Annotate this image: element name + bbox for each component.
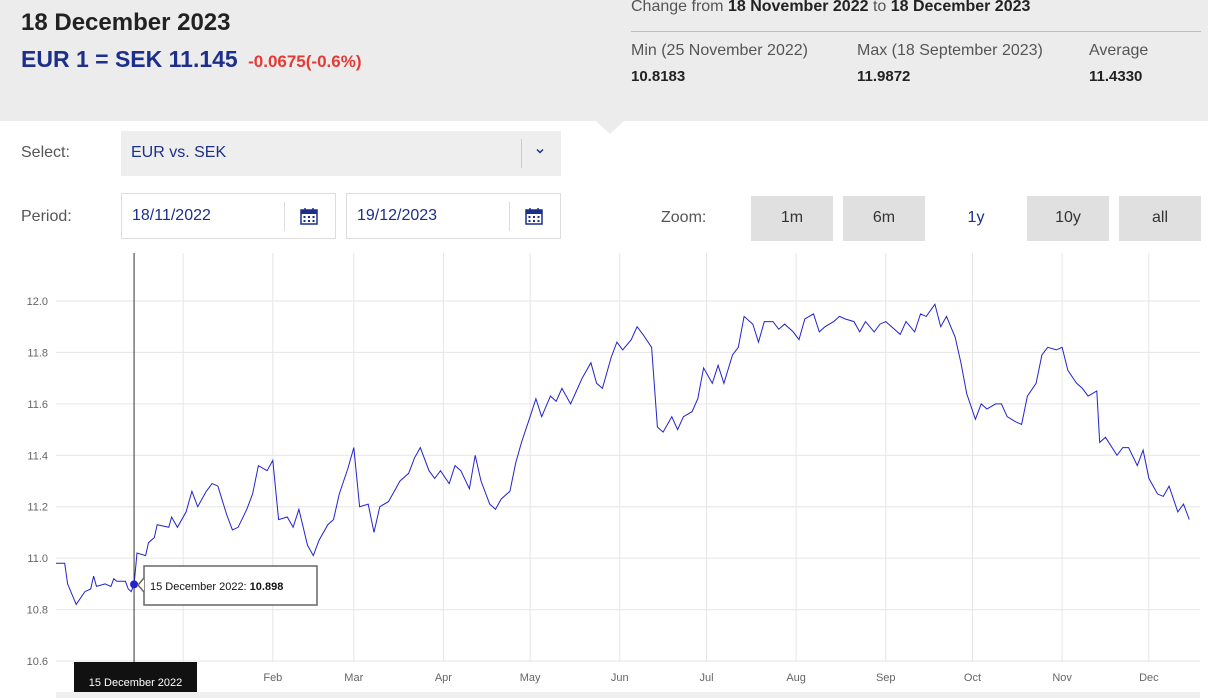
y-tick-label: 10.8 [27, 605, 48, 617]
period-to-value: 19/12/2023 [357, 207, 438, 224]
range-to-word: to [872, 0, 887, 15]
header-divider [631, 31, 1201, 32]
date-divider [509, 202, 510, 231]
rate-text: EUR 1 = SEK 11.145 [21, 46, 238, 72]
period-from-field[interactable]: 18/11/2022 [121, 193, 336, 239]
x-tick-label: Aug [786, 672, 806, 684]
tooltip-pointer [137, 577, 145, 593]
summary-header: 18 December 2023 EUR 1 = SEK 11.145 -0.0… [0, 0, 1208, 121]
zoom-1y-button[interactable]: 1y [967, 209, 985, 226]
x-tick-label: Jul [699, 672, 713, 684]
average-stat: Average 11.4330 [1089, 42, 1148, 85]
zoom-all-button[interactable]: all [1119, 196, 1201, 241]
min-label: Min (25 November 2022) [631, 42, 808, 59]
zoom-1m-button[interactable]: 1m [751, 196, 833, 241]
x-tick-label: Apr [435, 672, 452, 684]
calendar-icon[interactable] [300, 207, 318, 230]
series-line [56, 303, 1190, 606]
chart-scrollbar[interactable] [56, 692, 1200, 698]
crosshair-point [130, 580, 139, 589]
pair-select[interactable]: EUR vs. SEK [121, 131, 561, 176]
x-tick-label: Mar [344, 672, 363, 684]
chevron-down-icon[interactable] [534, 144, 546, 160]
zoom-label: Zoom: [661, 209, 707, 226]
change-range: Change from 18 November 2022 to 18 Decem… [631, 0, 1030, 16]
y-tick-label: 11.2 [27, 502, 48, 514]
min-value: 10.8183 [631, 68, 686, 85]
x-tick-label: Sep [876, 672, 896, 684]
range-from: 18 November 2022 [727, 0, 869, 15]
average-label: Average [1089, 42, 1149, 59]
y-tick-label: 11.6 [27, 399, 48, 411]
y-tick-label: 11.8 [27, 347, 48, 359]
period-label: Period: [21, 208, 72, 225]
y-tick-label: 10.6 [27, 656, 48, 668]
max-stat: Max (18 September 2023) 11.9872 [857, 42, 1043, 85]
x-tick-label: Nov [1052, 672, 1072, 684]
calendar-icon[interactable] [525, 207, 543, 230]
y-tick-label: 11.0 [27, 553, 48, 565]
crosshair-date-label: 15 December 2022 [89, 677, 183, 689]
y-tick-label: 11.4 [27, 450, 48, 462]
range-to: 18 December 2023 [890, 0, 1031, 15]
zoom-10y-button[interactable]: 10y [1027, 196, 1109, 241]
max-value: 11.9872 [857, 68, 911, 85]
rate-change: -0.0675(-0.6%) [248, 52, 362, 71]
average-value: 11.4330 [1089, 68, 1143, 85]
crosshair-date-badge [74, 662, 197, 692]
pair-select-value: EUR vs. SEK [131, 144, 227, 161]
min-stat: Min (25 November 2022) 10.8183 [631, 42, 808, 85]
tooltip-text: 15 December 2022: 10.898 [150, 581, 283, 593]
tooltip-box [143, 565, 318, 606]
x-tick-label: Dec [1139, 672, 1159, 684]
header-pointer [596, 121, 624, 134]
date-divider [284, 202, 285, 231]
range-prefix: Change from [631, 0, 724, 15]
max-label: Max (18 September 2023) [857, 42, 1043, 59]
x-tick-label: Oct [964, 672, 981, 684]
rate-line-chart[interactable]: 10.610.811.011.211.411.611.812.02023FebM… [0, 250, 1208, 698]
x-tick-label: Jun [611, 672, 629, 684]
select-divider [521, 139, 522, 168]
current-date-title: 18 December 2023 [21, 9, 231, 36]
exchange-rate: EUR 1 = SEK 11.145 -0.0675(-0.6%) [21, 46, 362, 73]
select-label: Select: [21, 144, 70, 161]
y-tick-label: 12.0 [27, 296, 48, 308]
x-tick-label: Feb [263, 672, 282, 684]
period-from-value: 18/11/2022 [132, 207, 211, 224]
x-tick-label: May [520, 672, 541, 684]
zoom-6m-button[interactable]: 6m [843, 196, 925, 241]
period-to-field[interactable]: 19/12/2023 [346, 193, 561, 239]
